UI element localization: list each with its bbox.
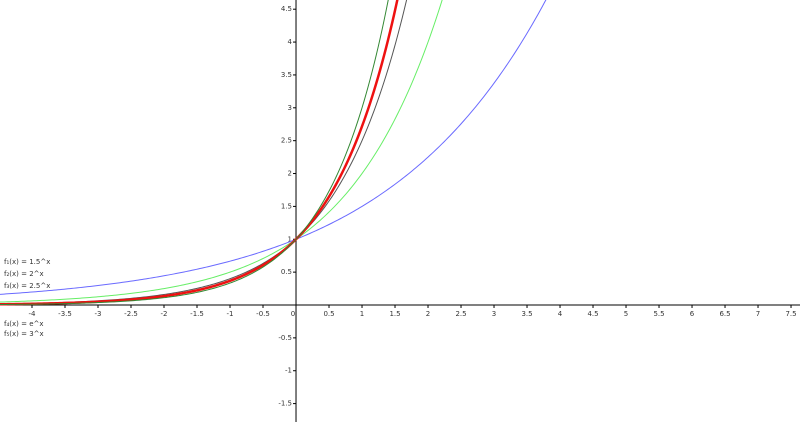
x-tick-label: -4 — [29, 310, 37, 318]
x-tick-label: 6.5 — [719, 310, 730, 318]
x-tick-label: 1 — [360, 310, 364, 318]
legend-entry: f₄(x) = e^x — [4, 320, 44, 328]
legend-entry: f₂(x) = 2^x — [4, 270, 44, 278]
function-curve — [0, 0, 399, 306]
legend-entry: f₁(x) = 1.5^x — [4, 258, 50, 266]
function-curve — [0, 0, 443, 303]
x-tick-label: 2.5 — [455, 310, 466, 318]
x-tick-label: -1.5 — [190, 310, 204, 318]
x-tick-label: 0.5 — [323, 310, 334, 318]
x-tick-label: 2 — [426, 310, 430, 318]
x-tick-label: -3.5 — [58, 310, 72, 318]
function-curve — [0, 0, 547, 295]
x-tick-label: 5.5 — [653, 310, 664, 318]
y-tick-label: 0.5 — [281, 268, 292, 276]
y-tick-label: 2.5 — [281, 137, 292, 145]
y-tick-label: -1 — [285, 367, 292, 375]
y-tick-label: 3.5 — [281, 71, 292, 79]
y-tick-label: 1 — [288, 235, 292, 243]
x-tick-label: 3.5 — [521, 310, 532, 318]
function-curve — [0, 0, 389, 306]
legend-entry: f₅(x) = 3^x — [4, 330, 44, 338]
y-tick-label: 1.5 — [281, 202, 292, 210]
x-tick-label: 6 — [690, 310, 695, 318]
x-tick-label: 3 — [492, 310, 496, 318]
x-tick-label: -1 — [227, 310, 234, 318]
x-tick-label: -0.5 — [256, 310, 270, 318]
x-tick-label: 4.5 — [587, 310, 598, 318]
x-tick-label: 5 — [624, 310, 628, 318]
x-tick-label: 4 — [558, 310, 563, 318]
y-tick-label: -0.5 — [278, 334, 292, 342]
x-tick-label: 7 — [756, 310, 760, 318]
legend-entry: f₃(x) = 2.5^x — [4, 282, 50, 290]
y-tick-label: 3 — [288, 104, 292, 112]
x-tick-label: -2.5 — [124, 310, 138, 318]
y-tick-label: -1.5 — [278, 400, 292, 408]
x-tick-label: -3 — [95, 310, 102, 318]
x-tick-label: 7.5 — [785, 310, 796, 318]
y-tick-label: 4.5 — [281, 5, 292, 13]
x-tick-label: -2 — [161, 310, 168, 318]
function-curve — [0, 0, 408, 305]
y-tick-label: 2 — [288, 170, 292, 178]
x-tick-label: 0 — [291, 310, 295, 318]
x-tick-label: 1.5 — [389, 310, 400, 318]
y-tick-label: 4 — [288, 38, 293, 46]
